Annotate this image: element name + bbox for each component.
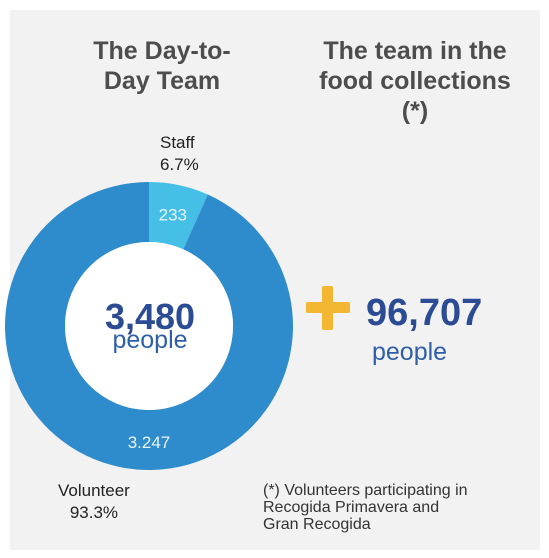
heading-line: Day Team <box>103 67 221 95</box>
staff-label-text: Staff <box>160 133 195 152</box>
staff-legend: Staff 6.7% <box>160 132 199 176</box>
food-collections-heading: The team in the food collections (*) <box>290 36 540 126</box>
footnote: (*) Volunteers participating in Recogida… <box>263 482 543 533</box>
collections-people-unit: people <box>372 338 448 366</box>
donut-value-label-staff: 233 <box>159 206 187 225</box>
day-to-day-team-heading: The Day-to- Day Team <box>62 36 262 96</box>
donut-slice-volunteer <box>5 182 294 470</box>
volunteer-label-text: Volunteer <box>58 481 130 500</box>
footnote-line: Gran Recogida <box>263 516 371 533</box>
plus-icon <box>306 286 350 330</box>
volunteer-percent: 93.3% <box>69 503 119 522</box>
heading-line: food collections <box>319 67 511 95</box>
heading-line: The Day-to- <box>93 37 231 65</box>
heading-line: The team in the <box>323 37 507 65</box>
total-people-value: 3,480 <box>104 296 196 337</box>
footnote-line: (*) Volunteers participating in <box>263 482 468 499</box>
footnote-line: Recogida Primavera and <box>263 499 440 516</box>
donut-slice-staff <box>149 182 208 250</box>
donut-value-label-volunteer: 3.247 <box>128 433 171 452</box>
total-people-unit: people <box>112 326 188 354</box>
donut-hole <box>65 242 233 410</box>
collections-people-value: 96,707 <box>366 292 483 334</box>
staff-percent: 6.7% <box>160 155 199 174</box>
volunteer-legend: Volunteer 93.3% <box>58 480 130 524</box>
heading-line: (*) <box>401 97 429 125</box>
